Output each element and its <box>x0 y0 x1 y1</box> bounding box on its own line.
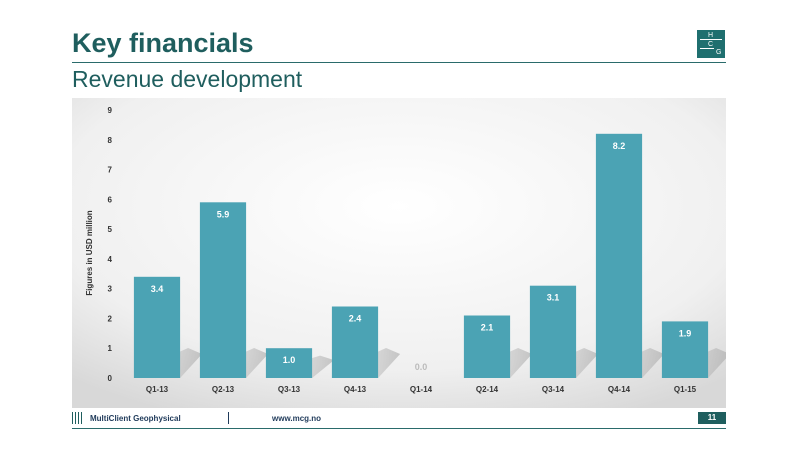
footer: MultiClient Geophysical www.mcg.no 11 <box>72 411 726 427</box>
bar-q4-14 <box>595 133 643 378</box>
y-tick-label: 3 <box>108 285 113 294</box>
bar-q1-15 <box>661 321 709 378</box>
y-tick-label: 4 <box>108 255 113 264</box>
y-tick-label: 7 <box>108 166 113 175</box>
x-axis-ticks: Q1-13 Q2-13 Q3-13 Q4-13 Q1-14 Q2-14 Q3-14 Q4-14… <box>146 385 697 394</box>
value-label: 0.0 <box>415 362 428 372</box>
x-tick-label: Q4-13 <box>344 385 367 394</box>
x-tick-label: Q1-14 <box>410 385 433 394</box>
bar-q4-13 <box>331 306 379 378</box>
value-label: 5.9 <box>217 209 230 219</box>
footer-company: MultiClient Geophysical <box>90 414 181 423</box>
bar-q2-13 <box>199 202 247 378</box>
footer-stripes-icon <box>72 412 84 424</box>
revenue-chart: 3.4 5.9 1.0 2.4 0.0 2.1 3.1 8.2 1.9 0 1 2 3 4 5 6 7 8 9 Q… <box>72 98 726 408</box>
logo-line <box>700 48 714 49</box>
value-label: 2.4 <box>349 314 362 324</box>
footer-separator <box>228 412 229 424</box>
x-tick-label: Q1-13 <box>146 385 169 394</box>
value-label: 3.4 <box>151 284 164 294</box>
chart-svg: 3.4 5.9 1.0 2.4 0.0 2.1 3.1 8.2 1.9 0 1 2 3 4 5 6 7 8 9 Q… <box>72 98 726 408</box>
y-tick-label: 2 <box>108 314 113 323</box>
y-axis-ticks: 0 1 2 3 4 5 6 7 8 9 <box>108 106 113 383</box>
y-tick-label: 9 <box>108 106 113 115</box>
value-labels: 3.4 5.9 1.0 2.4 0.0 2.1 3.1 8.2 1.9 <box>151 141 692 372</box>
y-tick-label: 6 <box>108 195 113 204</box>
value-label: 2.1 <box>481 322 494 332</box>
y-tick-label: 1 <box>108 344 113 353</box>
logo-line <box>700 39 722 40</box>
y-axis-label: Figures in USD million <box>85 210 94 295</box>
title-divider <box>72 62 726 63</box>
logo-letter-h: H <box>708 32 714 39</box>
bar-q2-14 <box>463 315 511 378</box>
bar-q3-13 <box>265 348 313 378</box>
x-tick-label: Q1-15 <box>674 385 697 394</box>
x-tick-label: Q2-13 <box>212 385 235 394</box>
x-tick-label: Q3-13 <box>278 385 301 394</box>
y-tick-label: 5 <box>108 225 113 234</box>
company-logo: H C G <box>697 30 725 58</box>
y-tick-label: 8 <box>108 136 113 145</box>
footer-url[interactable]: www.mcg.no <box>272 414 322 423</box>
value-label: 3.1 <box>547 293 560 303</box>
x-tick-label: Q4-14 <box>608 385 631 394</box>
slide-subtitle: Revenue development <box>72 66 303 92</box>
x-tick-label: Q2-14 <box>476 385 499 394</box>
page-number: 11 <box>698 412 726 424</box>
x-tick-label: Q3-14 <box>542 385 565 394</box>
bar-q3-14 <box>529 285 577 378</box>
bars <box>133 133 709 378</box>
value-label: 1.0 <box>283 355 296 365</box>
y-tick-label: 0 <box>108 374 113 383</box>
bar-q1-13 <box>133 276 181 378</box>
value-label: 8.2 <box>613 141 626 151</box>
value-label: 1.9 <box>679 328 692 338</box>
slide-title: Key financials <box>72 28 254 58</box>
footer-divider <box>72 428 726 429</box>
logo-letter-g: G <box>716 49 722 56</box>
logo-letter-c: C <box>708 41 714 48</box>
